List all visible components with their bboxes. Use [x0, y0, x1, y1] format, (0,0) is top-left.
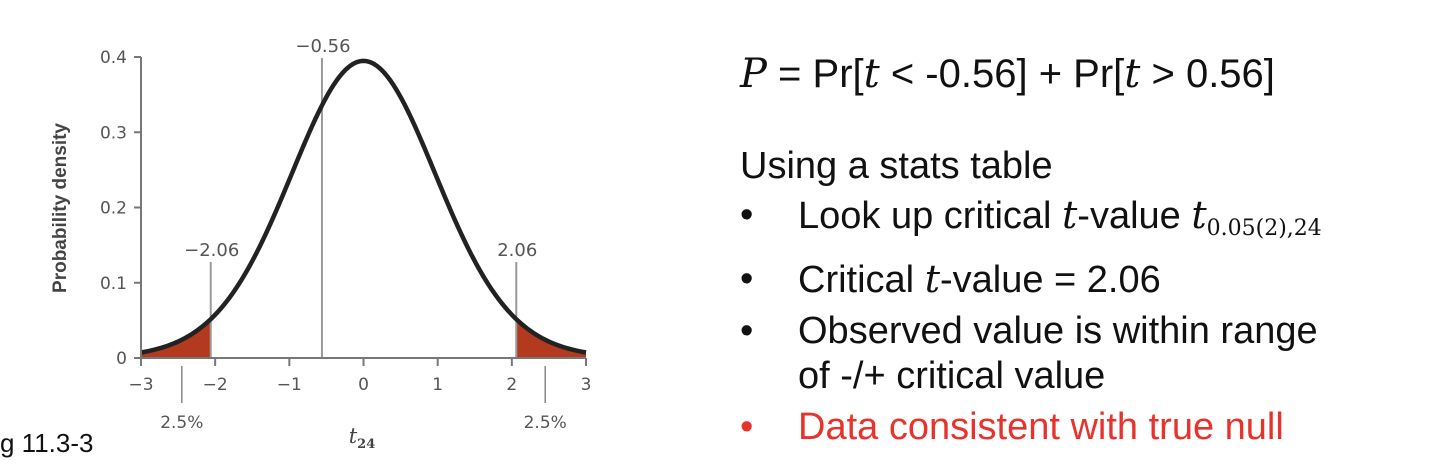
t-distribution-chart: 0 0.1 0.2 0.3 0.4 −3 −2 −1 0 1 2 3 2.5% 2.5% −0.56 −2.… — [50, 36, 591, 452]
x-axis-label-main: t — [349, 424, 358, 448]
formula-mid2: > 0.56] — [1140, 52, 1275, 96]
bullet-within-range-cont: of -/+ critical value — [798, 355, 1106, 397]
shaded-regions — [141, 319, 586, 358]
formula-t2: t — [1124, 51, 1141, 97]
p-value-formula: P = Pr[t < -0.56] + Pr[t > 0.56] — [740, 48, 1440, 100]
bullet-within-range: Observed value is within range — [740, 306, 1440, 357]
bullet-critical: Critical t-value = 2.06 — [740, 254, 1440, 306]
bullet-lookup: Look up critical t-value t0.05(2),24 — [740, 190, 1440, 254]
x-tick-label-0: −3 — [128, 375, 153, 395]
y-tick-label-3: 0.3 — [100, 123, 127, 143]
x-axis-label-sub: 24 — [357, 437, 375, 452]
y-tick-label-4: 0.4 — [100, 48, 127, 68]
y-tick-label-2: 0.2 — [100, 199, 127, 219]
b2-pre: Critical — [798, 259, 925, 301]
marker-label-3: 2.06 — [497, 240, 537, 261]
shaded-tail-2 — [516, 319, 586, 358]
x-tick-label-5: 2 — [506, 375, 517, 395]
b2-t: t — [924, 257, 940, 301]
formula-t1: t — [863, 51, 880, 97]
figure-caption: g 11.3-3 — [0, 428, 94, 458]
intro-text: Using a stats table — [740, 145, 1053, 187]
y-tick-label-1: 0.1 — [100, 274, 127, 294]
shade-label-2: 2.5% — [524, 413, 567, 433]
y-tick-label-0: 0 — [116, 349, 127, 369]
y-axis-label: Probability density — [50, 123, 71, 293]
bullet-list: Look up critical t-value t0.05(2),24 Cri… — [740, 190, 1440, 453]
b1-mid: -value — [1077, 195, 1192, 237]
explanation-panel: P = Pr[t < -0.56] + Pr[t > 0.56] Using a… — [740, 48, 1440, 453]
x-tick-label-1: −2 — [203, 375, 228, 395]
b1-sub: 0.05(2),24 — [1206, 216, 1322, 241]
shade-label-1: 2.5% — [160, 413, 203, 433]
x-tick-label-6: 3 — [581, 375, 592, 395]
b1-t: t — [1062, 193, 1078, 237]
b2-post: -value = 2.06 — [939, 259, 1161, 301]
x-tick-label-2: −1 — [277, 375, 302, 395]
bullet-conclusion: Data consistent with true null — [740, 402, 1440, 453]
formula-mid1: < -0.56] + Pr[ — [879, 52, 1125, 96]
b1-t2: t — [1191, 193, 1207, 237]
marker-label-2: −2.06 — [184, 240, 239, 261]
density-curve — [140, 58, 587, 355]
marker-label-1: −0.56 — [295, 36, 350, 57]
x-tick-label-3: 0 — [358, 375, 369, 395]
chart-labels: 2.5% 2.5% −0.56 −2.06 2.06 — [160, 36, 567, 433]
shaded-tail-1 — [141, 319, 211, 358]
x-axis-label: t24 — [349, 424, 376, 452]
marker-lines — [209, 58, 518, 358]
axes: 0 0.1 0.2 0.3 0.4 −3 −2 −1 0 1 2 3 — [100, 48, 591, 395]
formula-eq: = Pr[ — [766, 52, 864, 96]
b1-pre: Look up critical — [798, 195, 1063, 237]
formula-p: P — [740, 51, 767, 97]
x-tick-label-4: 1 — [432, 375, 443, 395]
